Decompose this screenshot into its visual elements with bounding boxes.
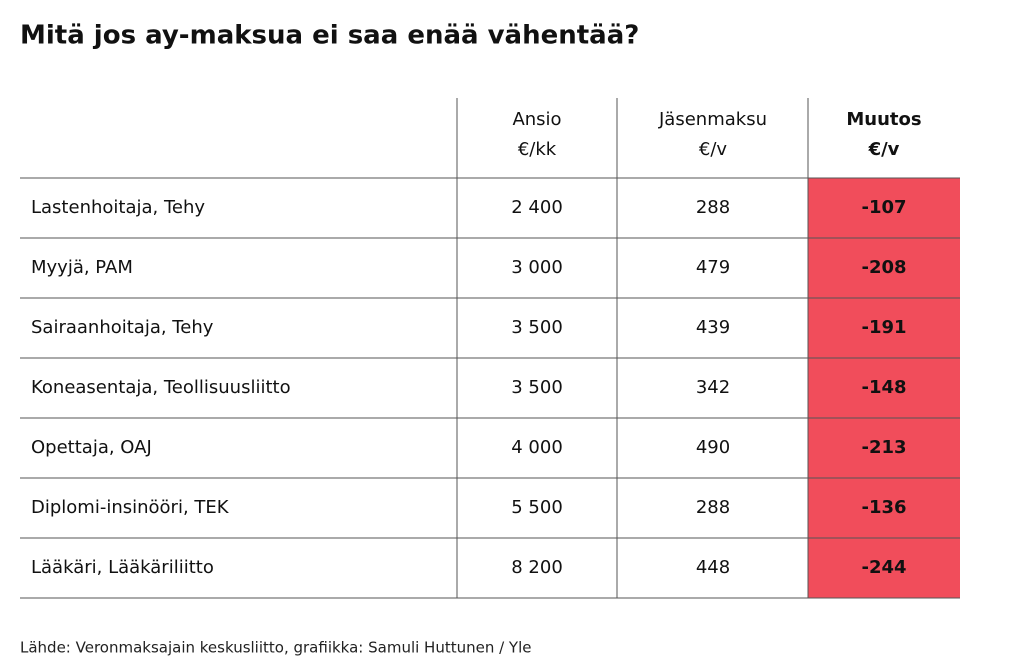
cell: 3 500 xyxy=(511,317,563,338)
source: Lähde: Veronmaksajain keskusliitto, graf… xyxy=(20,639,532,657)
cell: 479 xyxy=(696,257,730,278)
cell: 439 xyxy=(696,317,730,338)
cell: 490 xyxy=(696,437,730,458)
highlight-column xyxy=(808,178,960,598)
title: Mitä jos ay-maksua ei saa enää vähentää? xyxy=(20,21,639,51)
cell: -213 xyxy=(861,437,906,458)
cell: -136 xyxy=(861,497,906,518)
cell: 342 xyxy=(696,377,730,398)
cell: 5 500 xyxy=(511,497,563,518)
row-label: Opettaja, OAJ xyxy=(31,437,152,458)
cell: 8 200 xyxy=(511,557,563,578)
row-label: Lääkäri, Lääkäriliitto xyxy=(31,557,214,578)
header-cell: €/v xyxy=(868,139,900,160)
header-cell: €/kk xyxy=(518,139,557,160)
cell: -208 xyxy=(861,257,906,278)
header-cell: Jäsenmaksu xyxy=(658,109,767,130)
cell: -244 xyxy=(861,557,906,578)
cell: -191 xyxy=(861,317,906,338)
cell: 4 000 xyxy=(511,437,563,458)
header-cell: €/v xyxy=(699,139,728,160)
header-cell: Ansio xyxy=(512,109,561,130)
cell: 3 000 xyxy=(511,257,563,278)
cell: 288 xyxy=(696,197,730,218)
row-label: Myyjä, PAM xyxy=(31,257,133,278)
cell: 3 500 xyxy=(511,377,563,398)
cell: -107 xyxy=(861,197,906,218)
header-cell: Muutos xyxy=(846,109,921,130)
row-label: Lastenhoitaja, Tehy xyxy=(31,197,205,218)
cell: 2 400 xyxy=(511,197,563,218)
row-label: Sairaanhoitaja, Tehy xyxy=(31,317,214,338)
row-label: Koneasentaja, Teollisuusliitto xyxy=(31,377,291,398)
cell: 288 xyxy=(696,497,730,518)
cell: 448 xyxy=(696,557,730,578)
cell: -148 xyxy=(861,377,906,398)
row-label: Diplomi-insinööri, TEK xyxy=(31,497,230,518)
